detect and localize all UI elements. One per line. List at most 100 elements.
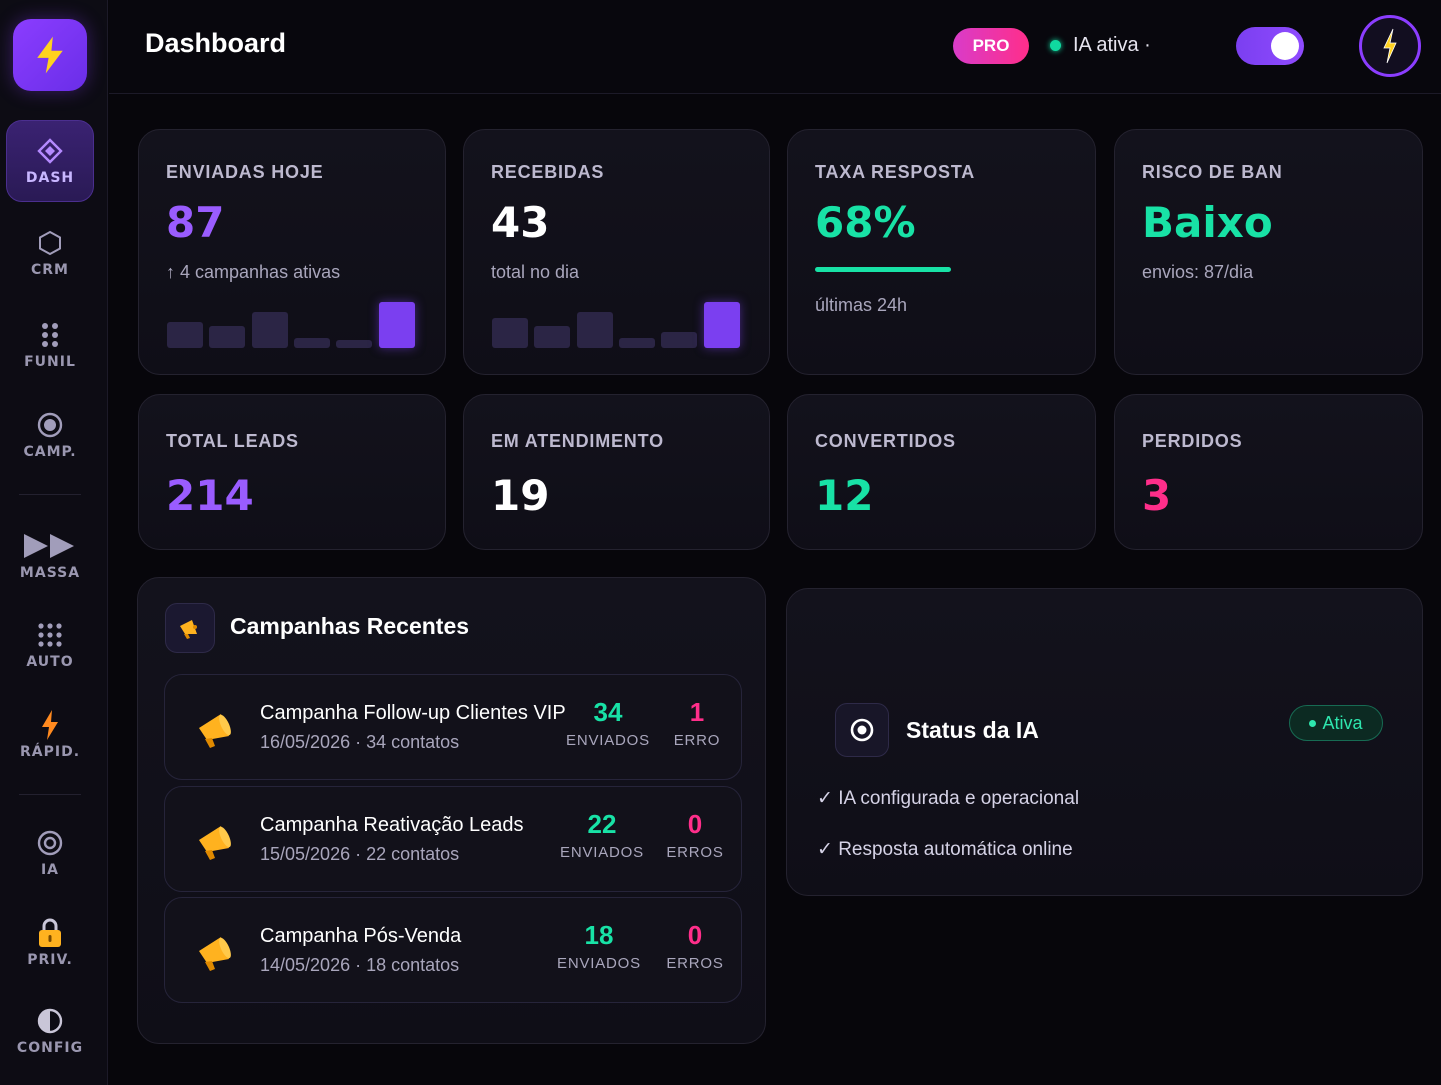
campaign-name: Campanha Reativação Leads — [260, 814, 524, 836]
sparkline-bar — [294, 338, 330, 348]
status-badge: Ativa — [1289, 705, 1383, 741]
metric-label: RECEBIDAS — [491, 162, 605, 182]
sparkline-enviadas — [166, 290, 420, 348]
sidebar: DASH CRM FUNIL CAMP. — [0, 0, 108, 1085]
error-label: ERRO — [673, 732, 721, 749]
sidebar-item-priv[interactable]: PRIV. — [6, 902, 94, 984]
recent-campaigns-panel: Campanhas Recentes Campanha Follow-up Cl… — [137, 577, 766, 1044]
top-header: Dashboard PRO IA ativa · — [109, 0, 1441, 94]
metric-subtext: últimas 24h — [815, 295, 908, 315]
sparkline-bar — [252, 312, 288, 348]
error-label: ERROS — [666, 844, 724, 861]
sent-stat: 22 ENVIADOS — [557, 809, 647, 861]
sidebar-item-auto[interactable]: AUTO — [6, 604, 94, 686]
campaign-row[interactable]: Campanha Follow-up Clientes VIP 16/05/20… — [164, 674, 742, 780]
sparkline-bar — [534, 326, 570, 348]
sparkline-bar — [661, 332, 697, 348]
error-count: 0 — [687, 920, 703, 950]
dots-grid-icon — [39, 320, 61, 350]
sent-count: 22 — [587, 809, 617, 839]
metric-subtext: ↑ 4 campanhas ativas — [166, 262, 341, 282]
metric-subtext: envios: 87/dia — [1142, 262, 1254, 282]
sparkline-bar — [336, 340, 372, 348]
sidebar-item-dash[interactable]: DASH — [6, 120, 94, 202]
megaphone-icon — [165, 603, 215, 653]
metric-label: TAXA RESPOSTA — [815, 162, 976, 182]
ia-toggle[interactable] — [1236, 27, 1304, 65]
target-icon — [36, 828, 64, 858]
megaphone-icon — [199, 826, 231, 860]
sparkline-bar — [577, 312, 613, 348]
status-dot-icon — [1309, 719, 1317, 727]
error-stat: 1 ERRO — [667, 697, 727, 749]
sidebar-item-massa[interactable]: MASSA — [6, 515, 94, 597]
sent-label: ENVIADOS — [560, 844, 644, 861]
status-dot-icon — [1050, 40, 1061, 51]
sparkline-bar — [492, 318, 528, 348]
sidebar-item-label: CONFIG — [16, 1040, 84, 1056]
page-title: Dashboard — [145, 28, 287, 58]
app-logo[interactable] — [13, 19, 87, 91]
response-rate-bar — [815, 267, 951, 272]
metric-value: 214 — [166, 471, 254, 520]
ia-status-text: IA ativa · — [1073, 34, 1151, 56]
error-stat: 0 ERROS — [663, 920, 727, 972]
metric-label: CONVERTIDOS — [815, 431, 956, 451]
metric-value: Baixo — [1142, 198, 1273, 247]
campaign-row[interactable]: Campanha Pós-Venda 14/05/2026 · 18 conta… — [164, 897, 742, 1003]
campaign-meta: 16/05/2026 · 34 contatos — [260, 732, 460, 752]
sent-count: 34 — [593, 697, 623, 727]
pro-badge[interactable]: PRO — [953, 28, 1029, 64]
sidebar-item-label: PRIV. — [27, 952, 73, 968]
sparkline-recebidas — [491, 290, 745, 348]
metric-card-total-leads: TOTAL LEADS 214 — [138, 394, 446, 550]
metric-value: 19 — [491, 471, 550, 520]
campaign-row[interactable]: Campanha Reativação Leads 15/05/2026 · 2… — [164, 786, 742, 892]
diamond-icon — [37, 136, 63, 166]
sparkline-bar — [209, 326, 245, 348]
error-stat: 0 ERROS — [663, 809, 727, 861]
fast-forward-icon — [22, 531, 78, 561]
campaign-name: Campanha Follow-up Clientes VIP — [260, 702, 566, 724]
metric-card-recebidas: RECEBIDAS 43 total no dia — [463, 129, 770, 375]
metric-label: RISCO DE BAN — [1142, 162, 1283, 182]
metric-label: ENVIADAS HOJE — [166, 162, 324, 182]
metric-card-atendimento: EM ATENDIMENTO 19 — [463, 394, 770, 550]
sidebar-item-config[interactable]: CONFIG — [6, 990, 94, 1072]
lightning-icon — [1383, 28, 1397, 64]
metric-label: EM ATENDIMENTO — [491, 431, 664, 451]
sparkline-bar — [704, 302, 740, 348]
campaign-meta: 15/05/2026 · 22 contatos — [260, 844, 460, 864]
sidebar-item-label: MASSA — [19, 565, 81, 581]
ia-status-panel: Status da IA Ativa ✓ IA configurada e op… — [786, 588, 1423, 896]
toggle-knob — [1271, 32, 1299, 60]
megaphone-icon — [199, 714, 231, 748]
error-label: ERROS — [666, 955, 724, 972]
avatar[interactable] — [1359, 15, 1421, 77]
sent-stat: 34 ENVIADOS — [563, 697, 653, 749]
sparkline-bar — [167, 322, 203, 348]
metric-label: PERDIDOS — [1142, 431, 1243, 451]
sidebar-item-camp[interactable]: CAMP. — [6, 394, 94, 476]
sidebar-item-funil[interactable]: FUNIL — [6, 304, 94, 386]
metric-value: 12 — [815, 471, 874, 520]
sidebar-item-crm[interactable]: CRM — [6, 212, 94, 294]
status-badge-label: Ativa — [1322, 712, 1363, 733]
metric-card-convertidos: CONVERTIDOS 12 — [787, 394, 1096, 550]
sidebar-item-rapid[interactable]: RÁPID. — [6, 694, 94, 776]
sidebar-divider — [19, 794, 81, 795]
sidebar-item-label: RÁPID. — [19, 744, 81, 760]
sidebar-item-label: CRM — [31, 262, 69, 278]
sidebar-item-label: IA — [40, 862, 60, 878]
megaphone-icon — [199, 937, 231, 971]
metric-label: TOTAL LEADS — [166, 431, 299, 451]
metric-subtext: total no dia — [491, 262, 580, 282]
sent-label: ENVIADOS — [566, 732, 650, 749]
metric-card-taxa: TAXA RESPOSTA 68% últimas 24h — [787, 129, 1096, 375]
metric-value: 43 — [491, 198, 550, 247]
sparkline-bar — [379, 302, 415, 348]
sent-count: 18 — [584, 920, 614, 950]
hexagon-icon — [37, 228, 63, 258]
sidebar-item-ia[interactable]: IA — [6, 812, 94, 894]
